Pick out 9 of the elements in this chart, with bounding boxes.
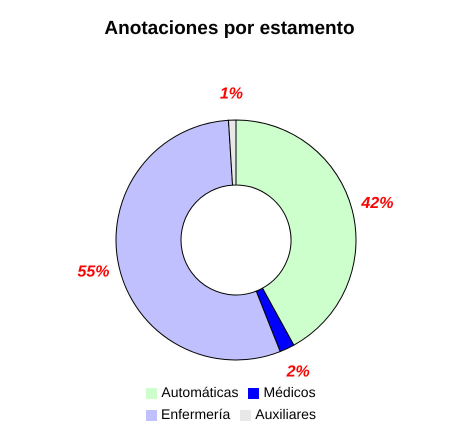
data-label: 1% (220, 86, 243, 103)
data-label: 42% (360, 195, 394, 212)
legend-label: Automáticas (161, 384, 238, 400)
data-label: 55% (78, 263, 110, 280)
legend-label: Auxiliares (255, 406, 316, 422)
chart-title: Anotaciones por estamento (103, 18, 356, 40)
legend-label: Médicos (263, 384, 316, 400)
legend-label: Enfermería (161, 406, 230, 422)
data-label: 2% (286, 364, 310, 381)
